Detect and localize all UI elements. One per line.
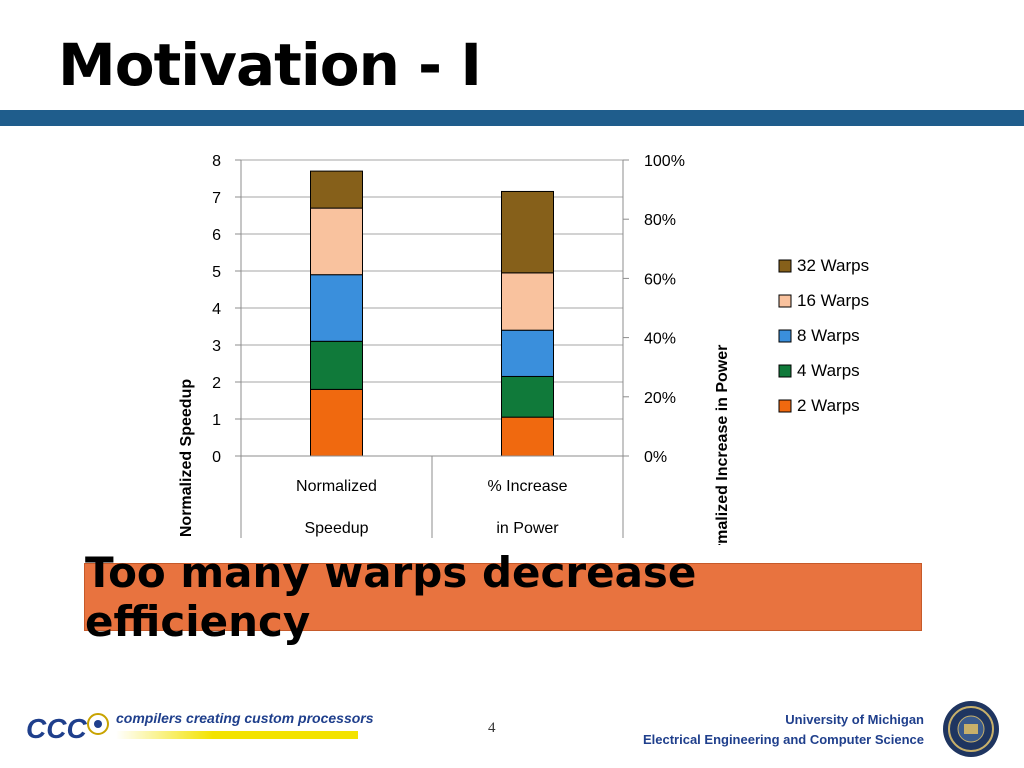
x-axis-category-labels: Normalized Speedup % Increase in Power (296, 478, 568, 537)
y2-axis-ticks: 0% 20% 40% 60% 80% 100% (623, 153, 685, 466)
y-axis-ticks: 0 1 2 3 4 5 6 7 8 (212, 153, 241, 466)
y-tick-label: 3 (212, 338, 221, 355)
slide-title: Motivation - I (58, 31, 482, 99)
legend-swatch (778, 364, 792, 378)
callout-box: Too many warps decrease efficiency (84, 548, 922, 646)
bar-segment (310, 207, 363, 276)
y2-tick-label: 100% (644, 153, 685, 170)
university-seal-icon (943, 701, 999, 757)
chart-legend: 32 Warps 16 Warps 8 Warps 4 Warps 2 Warps (778, 256, 869, 415)
university-line-2: Electrical Engineering and Computer Scie… (642, 732, 924, 747)
y2-tick-label: 40% (644, 331, 676, 348)
legend-swatch (778, 329, 792, 343)
chart-gridlines (241, 159, 623, 420)
logo-text: CCC (26, 713, 87, 744)
tagline-underline (116, 731, 358, 739)
y-axis-title: Normalized Speedup (178, 379, 195, 537)
legend-label: 32 Warps (797, 256, 869, 275)
y2-tick-label: 80% (644, 212, 676, 229)
x-category-label: % Increase (487, 478, 567, 495)
bar-segment (501, 190, 554, 274)
legend-swatch (778, 294, 792, 308)
y-tick-label: 8 (212, 153, 221, 170)
callout-text: Too many warps decrease efficiency (85, 548, 697, 646)
bar-segment (310, 388, 363, 457)
logo-emblem-icon (87, 713, 109, 735)
university-line-1: University of Michigan (785, 712, 924, 727)
university-name: University of Michigan Electrical Engine… (643, 710, 924, 750)
y2-tick-label: 20% (644, 390, 676, 407)
legend-swatch (778, 259, 792, 273)
legend-label: 4 Warps (797, 361, 860, 380)
legend-label: 8 Warps (797, 326, 860, 345)
y-tick-label: 0 (212, 449, 221, 466)
legend-label: 2 Warps (797, 396, 860, 415)
y-tick-label: 2 (212, 375, 221, 392)
legend-label: 16 Warps (797, 291, 869, 310)
y2-axis-title: Normalized Increase in Power (714, 345, 731, 545)
bar-segment (501, 272, 554, 331)
y-tick-label: 5 (212, 264, 221, 281)
chart-axes (240, 160, 624, 538)
y2-tick-label: 60% (644, 271, 676, 288)
y-tick-label: 7 (212, 190, 221, 207)
bar-segment (310, 274, 363, 342)
y-tick-label: 1 (212, 412, 221, 429)
y2-tick-label: 0% (644, 449, 667, 466)
bar-segment (501, 375, 554, 418)
y-tick-label: 6 (212, 227, 221, 244)
bar-segment (310, 170, 363, 209)
y-tick-label: 4 (212, 301, 221, 318)
bar-segment (501, 416, 554, 457)
page-number: 4 (488, 720, 496, 736)
bar-segment (310, 340, 363, 390)
x-category-label: in Power (496, 520, 559, 537)
stacked-bar-chart: 0 1 2 3 4 5 6 7 8 0% 20% 40% 60% 80% 100% Normalized S… (178, 153, 869, 545)
x-category-label: Speedup (304, 520, 368, 537)
chart-bars (310, 170, 554, 457)
bar-segment (501, 329, 554, 377)
legend-swatch (778, 399, 792, 413)
footer-tagline: compilers creating custom processors (116, 710, 374, 726)
title-band (0, 110, 1024, 126)
ccc-logo: CCC (26, 713, 109, 744)
x-category-label: Normalized (296, 478, 377, 495)
